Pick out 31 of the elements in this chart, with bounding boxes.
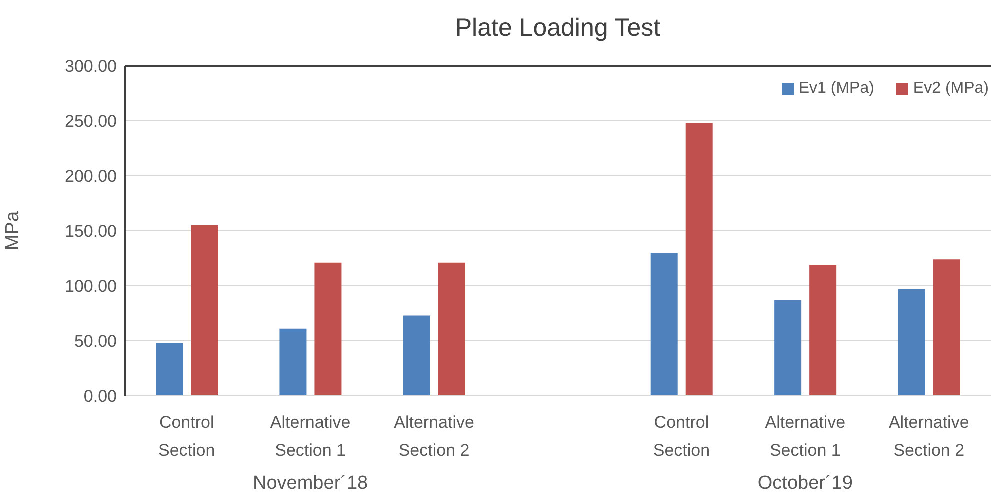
bar [774,300,802,396]
x-tick-label: Alternative Section 1 [270,413,351,460]
bar [810,265,837,396]
y-tick-label: 100.00 [65,277,117,296]
legend-label: Ev2 (MPa) [913,80,989,98]
bar [403,316,430,396]
bar [898,289,926,396]
bar [650,253,678,396]
bar [191,226,218,396]
x-tick-label: Control Section [653,413,710,460]
bar [156,343,183,396]
x-tick-label: Alternative Section 2 [888,413,970,460]
y-tick-label: 150.00 [65,222,117,242]
bar [933,260,960,396]
text: November´18 [252,473,370,495]
bar [280,328,307,396]
y-tick-label: 0.00 [84,387,117,406]
x-tick-label: Alternative Section 1 [765,413,846,460]
x-tick-label: Alternative Section 2 [394,413,474,460]
bar [438,262,466,396]
y-tick-label: 200.00 [65,167,117,186]
legend-label: Ev1 (MPa) [798,80,874,98]
y-tick-label: 50.00 [74,332,117,352]
x-tick-label: Control Section [158,413,216,460]
y-axis-title: MPa [2,211,24,251]
bar [314,262,342,396]
bar [686,123,713,396]
y-tick-label: 300.00 [65,57,117,76]
text: October´19 [756,473,854,495]
chart-title: Plate Loading Test [454,14,662,43]
y-tick-label: 250.00 [65,112,117,132]
